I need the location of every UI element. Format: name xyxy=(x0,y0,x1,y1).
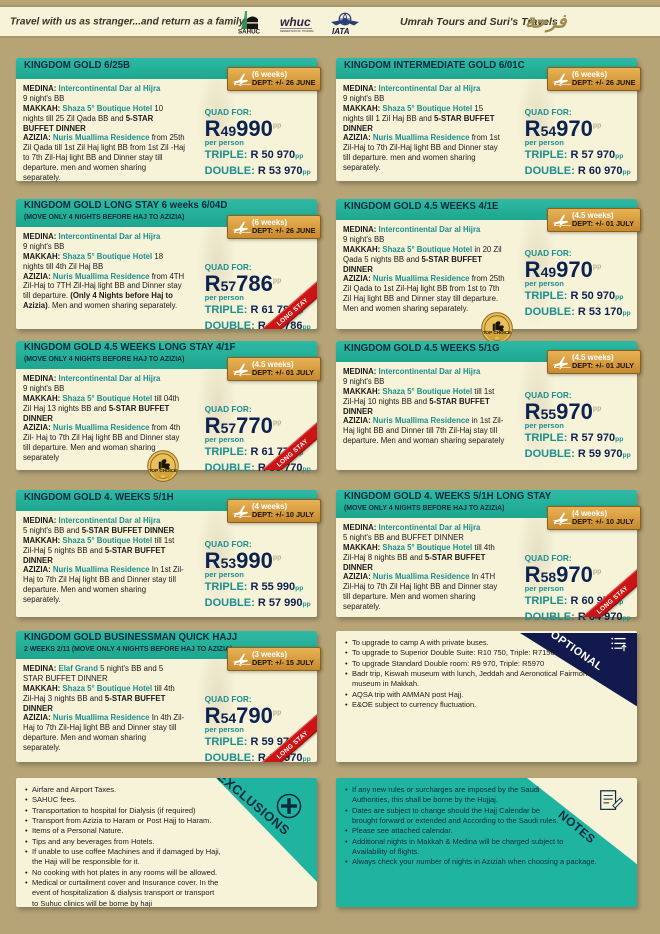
svg-text:TOP CHOICE: TOP CHOICE xyxy=(483,330,511,335)
svg-text:IATA: IATA xyxy=(332,27,350,36)
svg-text:FEDERATION OF TOURISM: FEDERATION OF TOURISM xyxy=(280,29,313,33)
svg-text:SAHUC: SAHUC xyxy=(238,29,261,36)
svg-text:TOP CHOICE: TOP CHOICE xyxy=(149,468,177,473)
svg-text:whuc: whuc xyxy=(280,15,311,29)
